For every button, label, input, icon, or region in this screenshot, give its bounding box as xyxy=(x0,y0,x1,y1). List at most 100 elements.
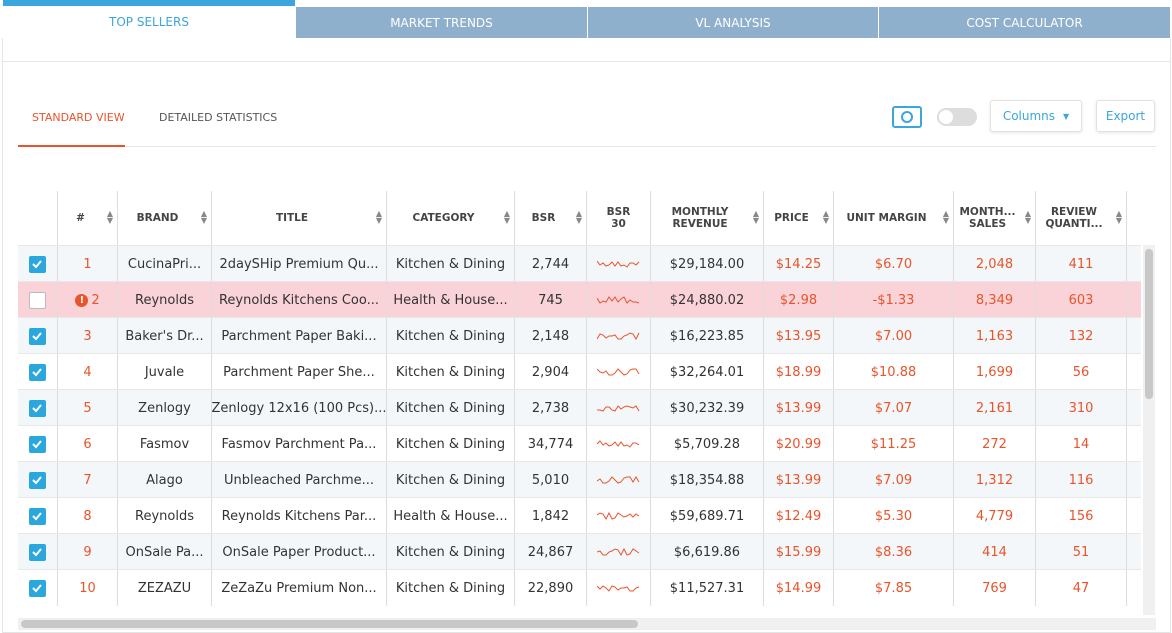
table-row[interactable]: 10 ZEZAZU ZeZaZu Premium Non... Kitchen & D… xyxy=(18,569,1141,606)
cell-text: 1,842 xyxy=(531,508,570,524)
button-label: Export xyxy=(1105,109,1146,123)
column-header[interactable]: UNIT MARGIN ▲ ▼ xyxy=(833,191,953,245)
table-cell: $7.07 xyxy=(833,390,953,426)
sort-icon: ▲ ▼ xyxy=(942,209,949,225)
cell-text: Kitchen & Dining xyxy=(395,544,506,560)
table-cell: $2.98 xyxy=(763,282,833,318)
checkbox[interactable] xyxy=(29,507,46,525)
cell-text: Reynolds xyxy=(135,508,194,524)
sparkline-cell xyxy=(586,426,650,462)
table-cell: $15.99 xyxy=(763,534,833,570)
header-text: QUANTI... xyxy=(1045,218,1103,230)
cell-text: Reynolds Kitchens Coo... xyxy=(218,292,380,308)
table-row[interactable]: 5 Zenlogy Zenlogy 12x16 (100 Pcs)... Kitche… xyxy=(18,389,1141,426)
table-row[interactable]: 8 Reynolds Reynolds Kitchens Par... Health … xyxy=(18,497,1141,534)
checkbox[interactable] xyxy=(29,543,46,561)
tab[interactable]: COST CALCULATOR xyxy=(879,7,1170,38)
table-cell: 10 xyxy=(57,570,117,606)
table-cell: 56 xyxy=(1035,354,1126,390)
column-header[interactable]: CATEGORY ▲ ▼ xyxy=(386,191,514,245)
export-button[interactable]: Export xyxy=(1096,100,1155,132)
sparkline-cell xyxy=(586,246,650,282)
cell-text: 2daySHip Premium Qu... xyxy=(219,256,379,272)
view-tab[interactable]: STANDARD VIEW xyxy=(32,111,125,124)
column-header[interactable]: PRICE ▲ ▼ xyxy=(763,191,833,245)
sort-icon: ▲ ▼ xyxy=(200,209,207,225)
sparkline-cell xyxy=(586,462,650,498)
cell-text: OnSale Paper Product... xyxy=(222,544,376,560)
cell-text: 1,699 xyxy=(975,364,1014,380)
table-row[interactable]: 6 Fasmov Fasmov Parchment Pa... Kitchen & D… xyxy=(18,425,1141,462)
cell-text: 22,890 xyxy=(527,580,574,596)
cell-text: $5,709.28 xyxy=(673,436,741,452)
cell-text: Zenlogy 12x16 (100 Pcs)... xyxy=(211,400,386,416)
column-header[interactable]: TITLE ▲ ▼ xyxy=(211,191,386,245)
table-row[interactable]: ! 2 Reynolds Reynolds Kitchens Coo... Health… xyxy=(18,281,1141,318)
table-cell: 2,148 xyxy=(514,318,586,354)
view-tab[interactable]: DETAILED STATISTICS xyxy=(159,111,278,124)
checkbox[interactable] xyxy=(29,399,46,417)
table-cell: 24,867 xyxy=(514,534,586,570)
table-cell: 47 xyxy=(1035,570,1126,606)
checkbox[interactable] xyxy=(29,291,46,309)
cell-text: $11.25 xyxy=(870,436,917,452)
table-cell: Kitchen & Dining xyxy=(386,534,514,570)
toggle[interactable] xyxy=(937,108,977,126)
table-row[interactable]: 1 CucinaPri... 2daySHip Premium Qu... Kitch… xyxy=(18,245,1141,282)
table-cell: 1,842 xyxy=(514,498,586,534)
header-text: MONTH... xyxy=(959,206,1016,218)
table-cell: 745 xyxy=(514,282,586,318)
checkbox[interactable] xyxy=(29,363,46,381)
table-cell: 2,738 xyxy=(514,390,586,426)
table-cell: ZEZAZU xyxy=(117,570,211,606)
table-row[interactable]: 4 Juvale Parchment Paper She... Kitchen & D… xyxy=(18,353,1141,390)
cell-text: $59,689.71 xyxy=(669,508,745,524)
column-header[interactable]: BSR ▲ ▼ xyxy=(514,191,586,245)
cell-text: $12.49 xyxy=(775,508,822,524)
table-row[interactable]: 9 OnSale Pa... OnSale Paper Product... Kitc… xyxy=(18,533,1141,570)
table-cell: Reynolds xyxy=(117,498,211,534)
column-header[interactable]: MONTH... SALES ▲ ▼ xyxy=(953,191,1035,245)
column-header[interactable]: BRAND ▲ ▼ xyxy=(117,191,211,245)
columns-button[interactable]: Columns ▼ xyxy=(990,100,1082,132)
tab[interactable]: VL ANALYSIS xyxy=(588,7,878,38)
table-cell: ZeZaZu Premium Non... xyxy=(211,570,386,606)
tab[interactable]: MARKET TRENDS xyxy=(296,7,587,38)
table-cell: 1,312 xyxy=(953,462,1035,498)
column-header[interactable]: REVIEW QUANTI... ▲ ▼ xyxy=(1035,191,1126,245)
column-header[interactable]: REVRA▲▼ xyxy=(1126,191,1141,245)
table-cell: Zenlogy xyxy=(117,390,211,426)
checkbox[interactable] xyxy=(29,579,46,597)
checkbox[interactable] xyxy=(29,435,46,453)
sparkline xyxy=(596,368,639,376)
table-cell: $30,232.39 xyxy=(650,390,763,426)
table-cell: Kitchen & Dining xyxy=(386,318,514,354)
cell-text: 745 xyxy=(538,292,563,308)
table-cell: 116 xyxy=(1035,462,1126,498)
v-scrollbar[interactable] xyxy=(1143,245,1155,615)
cell-text: $29,184.00 xyxy=(669,256,745,272)
cell-text: $7.09 xyxy=(874,472,913,488)
column-header[interactable]: BSR 30 xyxy=(586,191,650,245)
table-cell: $7.00 xyxy=(833,318,953,354)
checkbox[interactable] xyxy=(29,255,46,273)
table-row[interactable]: 7 Alago Unbleached Parchme... Kitchen & Din… xyxy=(18,461,1141,498)
camera-icon[interactable] xyxy=(892,106,922,128)
h-scrollbar[interactable] xyxy=(18,618,1156,630)
checkbox[interactable] xyxy=(29,327,46,345)
table-cell: $14.99 xyxy=(763,570,833,606)
cell-text: 7 xyxy=(83,472,92,488)
sparkline-cell xyxy=(586,318,650,354)
table-row[interactable]: 3 Baker's Dr... Parchment Paper Baki... Kit… xyxy=(18,317,1141,354)
checkbox-cell xyxy=(18,570,57,606)
table-cell: $13.99 xyxy=(763,390,833,426)
column-header[interactable]: MONTHLY REVENUE ▲ ▼ xyxy=(650,191,763,245)
checkbox-cell xyxy=(18,462,57,498)
warning-icon: ! xyxy=(75,293,89,307)
column-header[interactable]: # ▲ ▼ xyxy=(57,191,117,245)
sparkline xyxy=(596,585,639,592)
tab[interactable]: TOP SELLERS xyxy=(3,0,295,38)
checkbox[interactable] xyxy=(29,471,46,489)
cell-text: 2,161 xyxy=(975,400,1014,416)
sparkline-cell xyxy=(586,390,650,426)
